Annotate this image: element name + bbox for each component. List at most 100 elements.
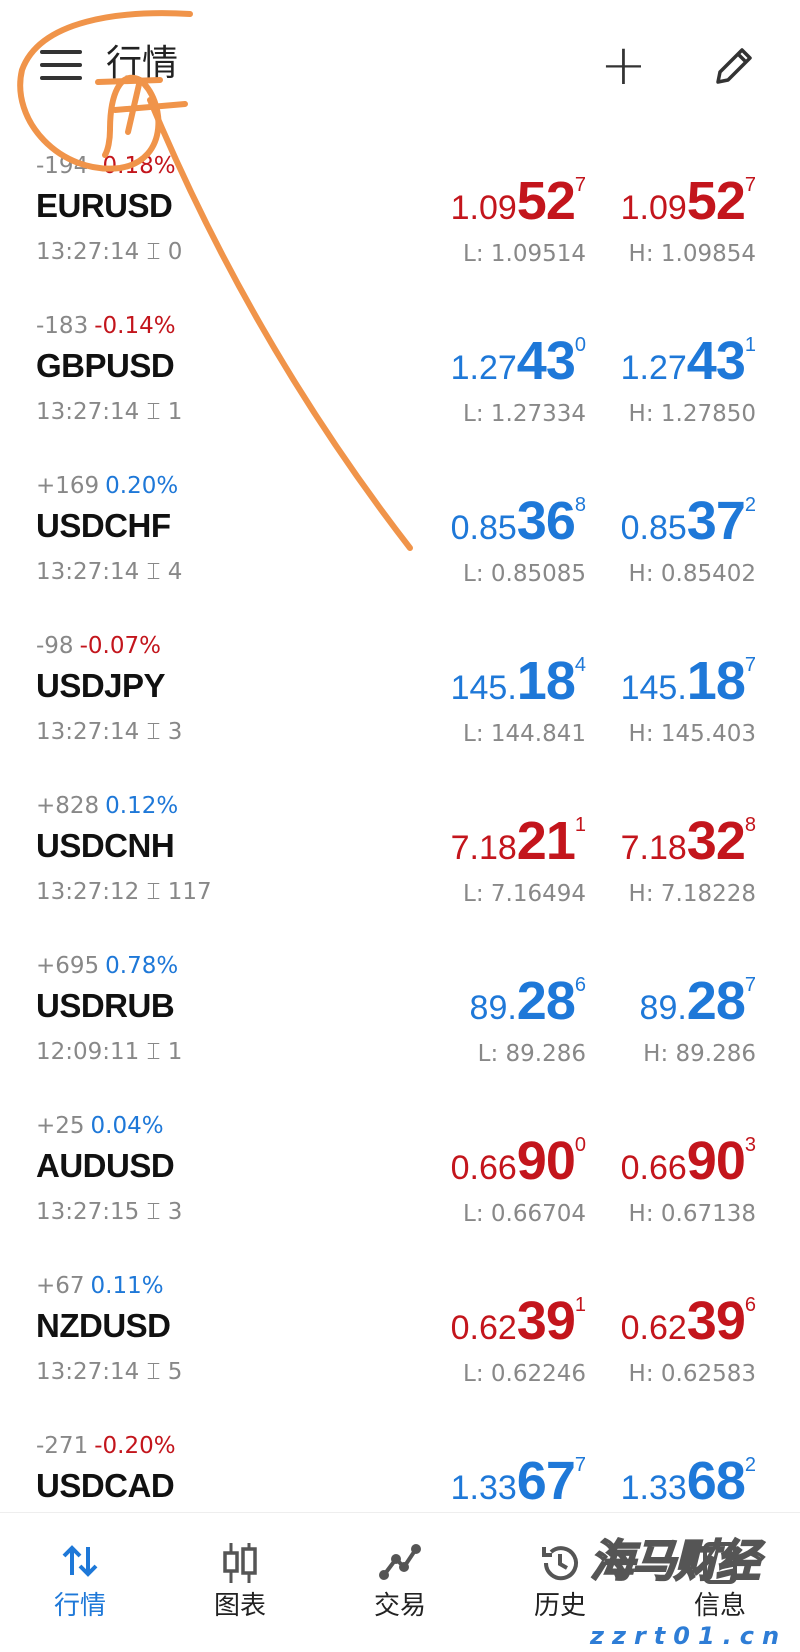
ask-price[interactable]: 0.62 39 6 <box>621 1288 756 1351</box>
quote-row[interactable]: +67 0.11% NZDUSD 13:27:14 ⌶ 5 0.62 39 1 0.62… <box>0 1270 800 1430</box>
change-points: +67 <box>36 1273 85 1299</box>
price-fraction: 8 <box>574 494 586 516</box>
quote-row[interactable]: -271 -0.20% USDCAD 1.33 67 7 1.33 68 2 <box>0 1430 800 1590</box>
low-price: L: 0.85085 <box>463 561 586 587</box>
pencil-icon[interactable] <box>712 44 756 88</box>
change-percent: -0.18% <box>94 153 176 179</box>
ask-price[interactable]: 7.18 32 8 <box>621 808 756 871</box>
plus-icon[interactable]: + <box>600 33 647 98</box>
bid-price[interactable]: 1.09 52 7 <box>451 168 586 231</box>
change: +695 0.78% <box>36 952 178 980</box>
nav-item-0[interactable]: 行情 <box>0 1513 160 1652</box>
spread-icon: ⌶ <box>146 559 161 585</box>
price-prefix: 1.09 <box>620 189 687 227</box>
change: +828 0.12% <box>36 792 178 820</box>
quote-row[interactable]: +695 0.78% USDRUB 12:09:11 ⌶ 1 89. 28 6 89. 2… <box>0 950 800 1110</box>
ask-price[interactable]: 0.66 90 3 <box>621 1128 756 1191</box>
spread-icon: ⌶ <box>146 399 161 425</box>
high-price: H: 1.27850 <box>628 401 756 427</box>
price-fraction: 8 <box>744 814 756 836</box>
quote-list: -194 -0.18% EURUSD 13:27:14 ⌶ 0 1.09 52 7 1.… <box>0 150 800 1590</box>
arrows-up-down-icon <box>0 1541 160 1587</box>
nav-item-4[interactable]: 信息 <box>640 1513 800 1652</box>
quote-time: 13:27:14 ⌶ 4 <box>36 558 182 586</box>
trend-line-icon <box>320 1541 480 1587</box>
nav-item-3[interactable]: 历史 <box>480 1513 640 1652</box>
header: 行情 + <box>0 0 800 140</box>
low-price: L: 0.66704 <box>463 1201 586 1227</box>
high-price: H: 7.18228 <box>628 881 756 907</box>
spread: 0 <box>167 239 183 265</box>
ask-price[interactable]: 1.27 43 1 <box>621 328 756 391</box>
symbol: GBPUSD <box>36 347 175 384</box>
bid-price[interactable]: 0.85 36 8 <box>451 488 586 551</box>
nav-label: 历史 <box>533 1591 586 1621</box>
high-price: H: 89.286 <box>643 1041 756 1067</box>
change-points: -271 <box>36 1433 89 1459</box>
change-points: -98 <box>36 633 74 659</box>
change-points: +169 <box>36 473 100 499</box>
quote-row[interactable]: +25 0.04% AUDUSD 13:27:15 ⌶ 3 0.66 90 0 0.66… <box>0 1110 800 1270</box>
bid-price[interactable]: 7.18 21 1 <box>451 808 586 871</box>
symbol: USDCNH <box>36 827 175 864</box>
spread: 5 <box>167 1359 183 1385</box>
time: 13:27:14 <box>36 399 140 425</box>
time: 13:27:12 <box>36 879 140 905</box>
price-prefix: 145. <box>450 669 517 707</box>
time: 13:27:14 <box>36 719 140 745</box>
price-pips: 90 <box>516 1131 576 1191</box>
spread: 117 <box>167 879 212 905</box>
quote-time: 13:27:14 ⌶ 5 <box>36 1358 182 1386</box>
price-prefix: 1.27 <box>620 349 687 387</box>
quote-row[interactable]: -194 -0.18% EURUSD 13:27:14 ⌶ 0 1.09 52 7 1.… <box>0 150 800 310</box>
price-prefix: 7.18 <box>620 829 687 867</box>
ask-price[interactable]: 145. 18 7 <box>621 648 756 711</box>
hamburger-icon[interactable] <box>40 50 82 80</box>
ask-price[interactable]: 0.85 37 2 <box>621 488 756 551</box>
change-percent: 0.04% <box>90 1113 164 1139</box>
high-price: H: 0.62583 <box>628 1361 756 1387</box>
bid-price[interactable]: 89. 28 6 <box>470 968 586 1031</box>
symbol: USDRUB <box>36 987 175 1024</box>
time: 13:27:14 <box>36 239 140 265</box>
price-prefix: 0.62 <box>450 1309 517 1347</box>
price-prefix: 0.66 <box>450 1149 517 1187</box>
price-fraction: 2 <box>744 1454 756 1476</box>
bid-price[interactable]: 0.62 39 1 <box>451 1288 586 1351</box>
quote-row[interactable]: -183 -0.14% GBPUSD 13:27:14 ⌶ 1 1.27 43 0 1.… <box>0 310 800 470</box>
change: -271 -0.20% <box>36 1432 176 1460</box>
quote-row[interactable]: +169 0.20% USDCHF 13:27:14 ⌶ 4 0.85 36 8 0.8… <box>0 470 800 630</box>
price-fraction: 7 <box>574 174 586 196</box>
spread-icon: ⌶ <box>146 1039 161 1065</box>
history-icon <box>480 1541 640 1587</box>
ask-price[interactable]: 1.33 68 2 <box>621 1448 756 1511</box>
ask-price[interactable]: 1.09 52 7 <box>621 168 756 231</box>
price-fraction: 7 <box>744 174 756 196</box>
change-points: -194 <box>36 153 89 179</box>
quote-row[interactable]: -98 -0.07% USDJPY 13:27:14 ⌶ 3 145. 18 4 145… <box>0 630 800 790</box>
nav-item-2[interactable]: 交易 <box>320 1513 480 1652</box>
price-fraction: 2 <box>744 494 756 516</box>
price-pips: 39 <box>516 1291 576 1351</box>
change: -194 -0.18% <box>36 152 176 180</box>
time: 13:27:14 <box>36 559 140 585</box>
quote-time: 13:27:12 ⌶ 117 <box>36 878 212 906</box>
quote-row[interactable]: +828 0.12% USDCNH 13:27:12 ⌶ 117 7.18 21 1 7… <box>0 790 800 950</box>
change-points: -183 <box>36 313 89 339</box>
change-percent: 0.11% <box>90 1273 164 1299</box>
symbol: USDCAD <box>36 1467 175 1504</box>
nav-item-1[interactable]: 图表 <box>160 1513 320 1652</box>
change-points: +695 <box>36 953 100 979</box>
spread: 3 <box>167 719 183 745</box>
price-pips: 68 <box>686 1451 746 1511</box>
price-pips: 32 <box>686 811 746 871</box>
ask-price[interactable]: 89. 28 7 <box>640 968 756 1031</box>
nav-label: 行情 <box>53 1591 106 1621</box>
bid-price[interactable]: 1.33 67 7 <box>451 1448 586 1511</box>
change-percent: 0.78% <box>105 953 179 979</box>
bid-price[interactable]: 1.27 43 0 <box>451 328 586 391</box>
price-fraction: 1 <box>574 1294 586 1316</box>
change-points: +25 <box>36 1113 85 1139</box>
bid-price[interactable]: 145. 18 4 <box>451 648 586 711</box>
bid-price[interactable]: 0.66 90 0 <box>451 1128 586 1191</box>
